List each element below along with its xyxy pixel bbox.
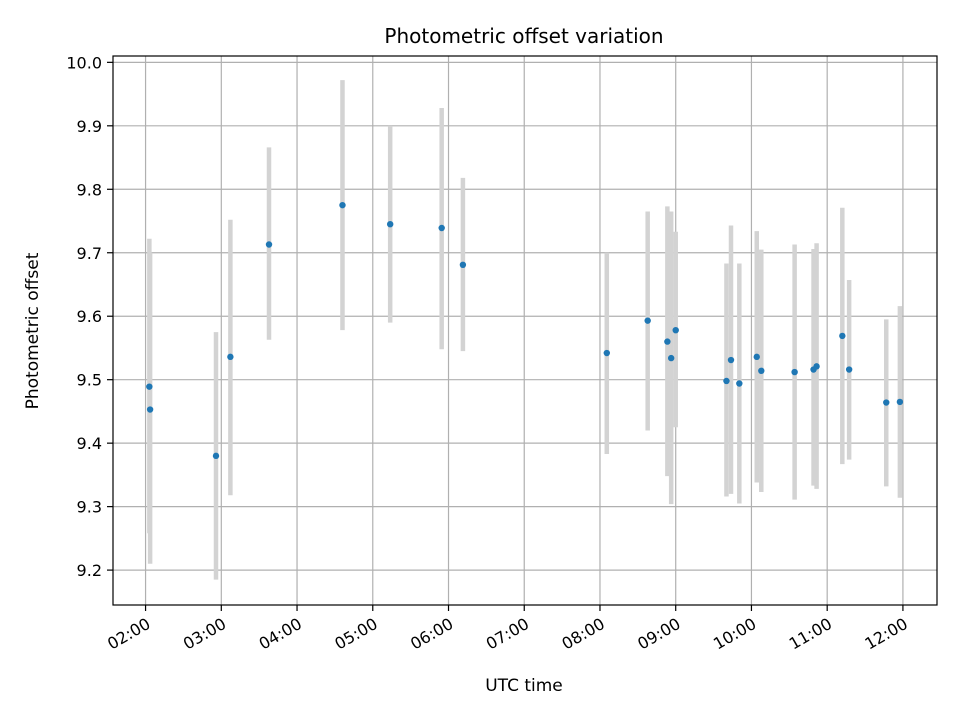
data-point <box>664 338 671 345</box>
data-points <box>146 201 904 460</box>
data-point <box>723 377 730 385</box>
data-point <box>791 368 798 376</box>
data-point <box>265 241 273 248</box>
data-point <box>845 366 853 373</box>
y-tick-label: 9.6 <box>77 307 102 326</box>
data-point <box>727 356 735 364</box>
chart-title: Photometric offset variation <box>384 24 663 48</box>
y-axis-ticks: 9.2 9.3 9.4 9.5 9.6 9.7 9.8 9.9 10.0 <box>66 53 113 580</box>
data-point <box>603 349 610 357</box>
data-point <box>339 201 346 209</box>
y-tick-label: 9.4 <box>77 434 102 453</box>
data-point <box>736 380 743 387</box>
data-point <box>839 332 846 340</box>
y-tick-label: 9.3 <box>77 498 102 517</box>
y-tick-label: 9.7 <box>77 244 102 263</box>
data-point <box>146 406 154 413</box>
y-tick-label: 9.8 <box>77 180 102 199</box>
y-tick-label: 9.2 <box>77 561 102 580</box>
data-point <box>667 354 675 362</box>
data-point <box>459 261 467 269</box>
y-tick-label: 9.9 <box>77 117 102 136</box>
y-tick-label: 9.5 <box>77 371 102 390</box>
data-point <box>813 363 820 370</box>
grid-lines <box>113 56 937 605</box>
data-point <box>438 224 445 232</box>
data-point <box>883 399 890 406</box>
data-point <box>896 398 904 406</box>
y-tick-label: 10.0 <box>66 53 102 72</box>
data-point <box>227 353 234 361</box>
y-axis-title: Photometric offset <box>23 252 43 409</box>
data-point <box>386 220 394 228</box>
plot-frame <box>112 55 938 606</box>
x-axis-title: UTC time <box>485 676 563 696</box>
data-point <box>644 317 651 324</box>
data-point <box>212 452 220 460</box>
data-point <box>758 367 765 375</box>
data-point <box>753 353 760 361</box>
data-point <box>146 383 153 390</box>
data-point <box>672 326 679 334</box>
